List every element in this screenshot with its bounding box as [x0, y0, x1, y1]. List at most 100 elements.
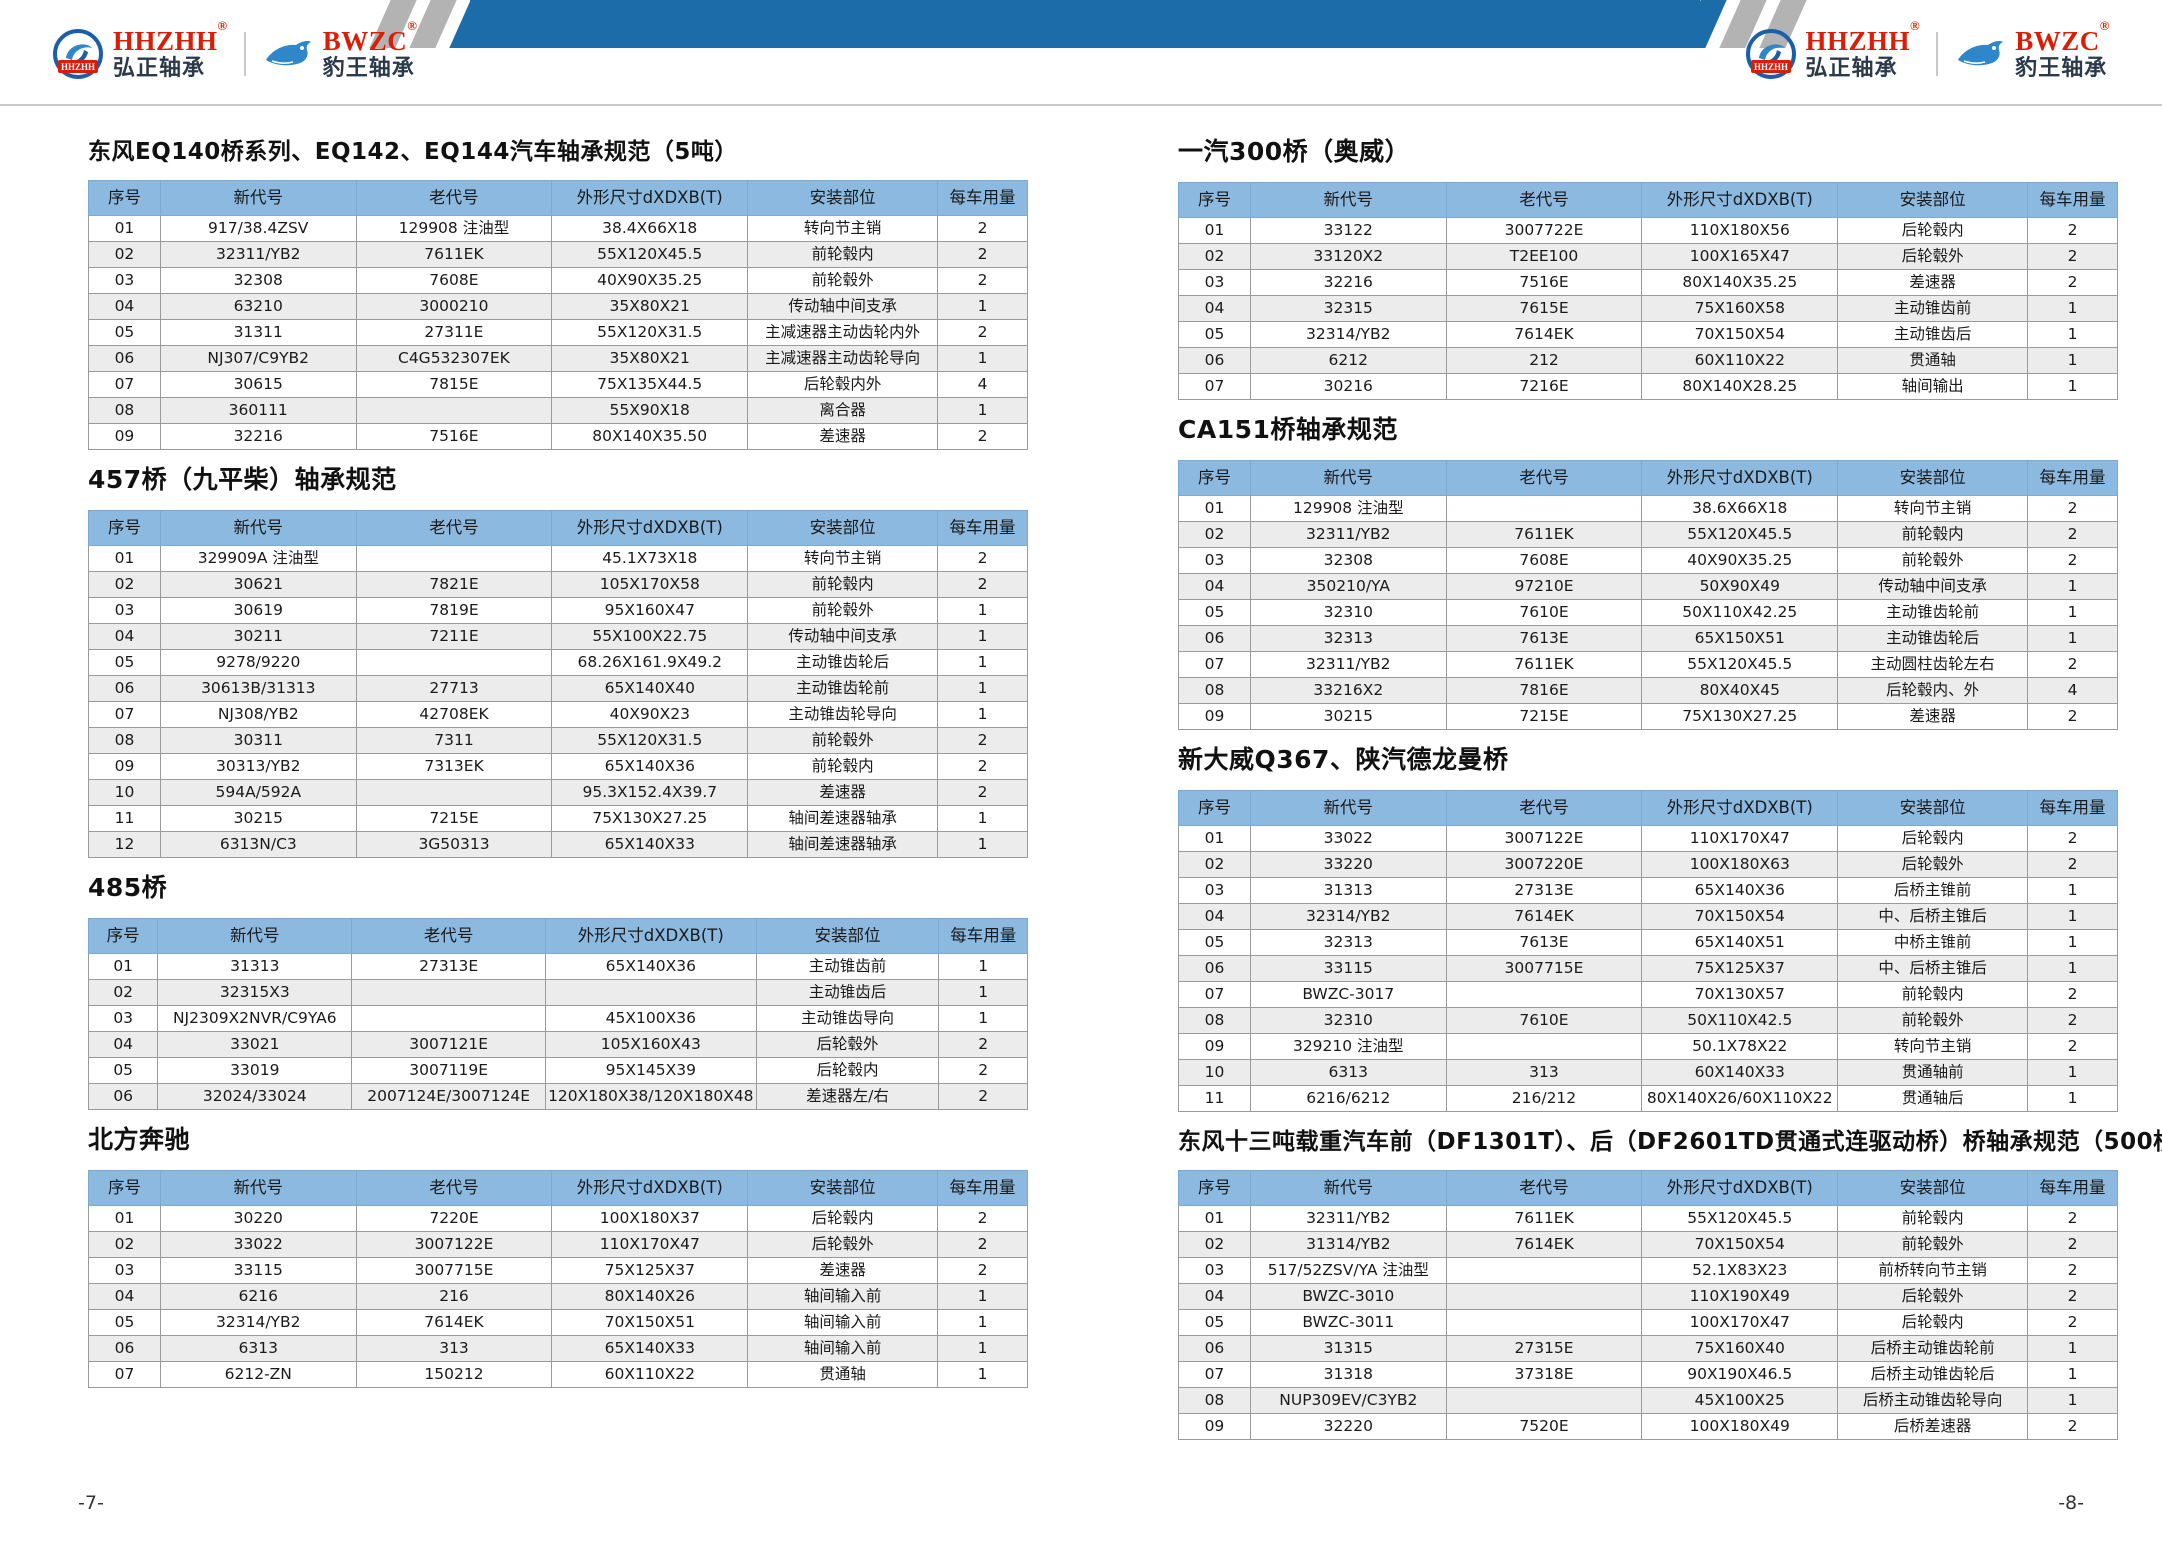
- table-cell: 后轮毂外: [755, 1031, 940, 1058]
- table-cell: 30215: [159, 805, 357, 832]
- table-cell: 07: [1178, 1361, 1251, 1388]
- table-cell: 03: [1178, 547, 1251, 574]
- column-header-1: 新代号: [159, 510, 357, 546]
- table-cell: 70X130X57: [1641, 981, 1839, 1008]
- table-cell: 2: [937, 1257, 1028, 1284]
- table-cell: 32314/YB2: [1249, 321, 1447, 348]
- header-slogan-left: 100%车用轴承专家: [633, 49, 847, 75]
- table-cell: 前桥转向节主销: [1837, 1257, 2029, 1284]
- table-cell: 313: [1445, 1059, 1643, 1086]
- table-row: 06 33115 3007715E 75X125X37 中、后桥主锥后 1: [1178, 955, 2118, 982]
- table-row: 05 32310 7610E 50X110X42.25 主动锥齿轮前 1: [1178, 599, 2118, 626]
- table-cell: 120X180X38/120X180X48: [545, 1083, 757, 1110]
- section-title: 457桥（九平柴）轴承规范: [88, 465, 397, 494]
- logo-group-left: HHZHH HHZHH® 弘正轴承: [52, 19, 417, 81]
- table-row: 05 33019 3007119E 95X145X39 后轮毂内 2: [87, 1057, 1028, 1084]
- table-cell: 08: [88, 727, 161, 754]
- table-cell: 07: [1178, 651, 1251, 678]
- table-cell: 2: [2027, 1033, 2118, 1060]
- table-cell: 6216/6212: [1249, 1085, 1447, 1112]
- table-cell: 31315: [1249, 1335, 1447, 1362]
- table-row: 07 31318 37318E 90X190X46.5 后桥主动锥齿轮后 1: [1178, 1361, 2118, 1388]
- table-cell: 37318E: [1445, 1361, 1643, 1388]
- table-cell: 06: [1178, 1335, 1251, 1362]
- table-cell: 7608E: [355, 267, 553, 294]
- spec-section: 457桥（九平柴）轴承规范 序号 新代号 老代号 外形尺寸dXDXB(T) 安装部位 每车用…: [78, 460, 1078, 858]
- table-row: 10 594A/592A 95.3X152.4X39.7 差速器 2: [88, 779, 1028, 806]
- table-cell: 65X140X36: [551, 753, 749, 780]
- table-cell: 31313: [157, 953, 353, 980]
- column-header-2: 老代号: [1445, 790, 1643, 826]
- table-cell: 07: [88, 371, 161, 398]
- table-cell: 6216: [159, 1283, 357, 1310]
- table-cell: 30313/YB2: [159, 753, 357, 780]
- table-row: 04 32314/YB2 7614EK 70X150X54 中、后桥主锥后 1: [1178, 903, 2118, 930]
- table-cell: 2: [2027, 981, 2118, 1008]
- table-cell: 07: [88, 1361, 161, 1388]
- table-cell: 差速器: [747, 779, 939, 806]
- table-cell: 2007124E/3007124E: [351, 1083, 547, 1110]
- table-cell: 2: [937, 423, 1028, 450]
- table-cell: 65X140X40: [551, 675, 749, 702]
- table-cell: 33120X2: [1249, 243, 1447, 270]
- logo-divider: [1936, 32, 1939, 76]
- table-cell: 3G50313: [355, 831, 553, 858]
- table-cell: 2: [2027, 1309, 2118, 1336]
- logo-hhzhh-cn: 弘正轴承: [113, 56, 206, 81]
- table-cell: 贯通轴: [1837, 347, 2028, 374]
- table-cell: 33115: [1249, 955, 1447, 982]
- spec-section: 东风EQ140桥系列、EQ142、EQ144汽车轴承规范（5吨） 序号 新代号 老代号…: [78, 132, 1078, 450]
- table-header-row: 序号 新代号 老代号 外形尺寸dXDXB(T) 安装部位 每车用量: [87, 918, 1028, 954]
- table-cell: 55X90X18: [551, 397, 749, 424]
- table-cell: 75X130X27.25: [1641, 703, 1839, 730]
- logo-hhzhh: HHZHH HHZHH® 弘正轴承: [52, 19, 228, 81]
- table-cell: [1445, 1033, 1643, 1060]
- table-cell: 32315X3: [157, 979, 353, 1006]
- table-cell: 68.26X161.9X49.2: [551, 649, 749, 676]
- table-cell: 32220: [1249, 1413, 1447, 1440]
- table-cell: NUP309EV/C3YB2: [1249, 1387, 1447, 1414]
- table-cell: 55X120X45.5: [1641, 521, 1839, 548]
- table-cell: 3007715E: [1445, 955, 1643, 982]
- table-cell: 32313: [1249, 625, 1447, 652]
- table-cell: 3007119E: [351, 1057, 547, 1084]
- table-cell: 01: [1178, 1205, 1251, 1232]
- spec-table: 序号 新代号 老代号 外形尺寸dXDXB(T) 安装部位 每车用量 01 30220 7220E…: [88, 1170, 1028, 1388]
- table-cell: 02: [1178, 521, 1251, 548]
- table-cell: 2: [2027, 269, 2118, 296]
- table-cell: 7614EK: [1445, 903, 1643, 930]
- table-cell: 60X110X22: [551, 1361, 749, 1388]
- table-row: 03 NJ2309X2NVR/C9YA6 45X100X36 主动锥齿导向 1: [87, 1005, 1028, 1032]
- table-cell: 30215: [1249, 703, 1447, 730]
- table-header-row: 序号 新代号 老代号 外形尺寸dXDXB(T) 安装部位 每车用量: [1178, 182, 2118, 218]
- table-cell: 后桥主动锥齿轮后: [1837, 1361, 2029, 1388]
- table-cell: 前轮毂外: [1837, 1007, 2029, 1034]
- table-cell: 08: [1178, 1007, 1251, 1034]
- column-header-4: 安装部位: [1837, 790, 2029, 826]
- table-cell: 11: [1178, 1085, 1251, 1112]
- table-cell: 2: [2027, 651, 2118, 678]
- table-cell: 05: [88, 319, 161, 346]
- table-cell: 前轮毂内: [1837, 1205, 2029, 1232]
- table-row: 01 129908 注油型 38.6X66X18 转向节主销 2: [1178, 495, 2118, 522]
- table-cell: 7516E: [1445, 269, 1643, 296]
- table-row: 03 31313 27313E 65X140X36 后桥主锥前 1: [1178, 877, 2118, 904]
- table-cell: 7311: [355, 727, 553, 754]
- table-cell: 后轮毂外: [1837, 243, 2028, 270]
- table-cell: 33019: [157, 1057, 353, 1084]
- table-row: 09 329210 注油型 50.1X78X22 转向节主销 2: [1178, 1033, 2118, 1060]
- table-cell: 32310: [1249, 599, 1447, 626]
- table-cell: 转向节主销: [1837, 495, 2029, 522]
- bwzc-panther-logo-icon: [1954, 28, 2006, 80]
- table-cell: [351, 979, 547, 1006]
- table-cell: 594A/592A: [159, 779, 357, 806]
- table-cell: 离合器: [747, 397, 939, 424]
- column-header-0: 序号: [1178, 182, 1251, 218]
- table-cell: 32310: [1249, 1007, 1447, 1034]
- column-header-1: 新代号: [159, 180, 357, 216]
- table-cell: 80X40X45: [1641, 677, 1839, 704]
- column-header-2: 老代号: [351, 918, 547, 954]
- table-cell: 转向节主销: [747, 545, 939, 572]
- column-header-3: 外形尺寸dXDXB(T): [1641, 1170, 1839, 1206]
- table-row: 06 30613B/31313 27713 65X140X40 主动锥齿轮前 1: [88, 675, 1028, 702]
